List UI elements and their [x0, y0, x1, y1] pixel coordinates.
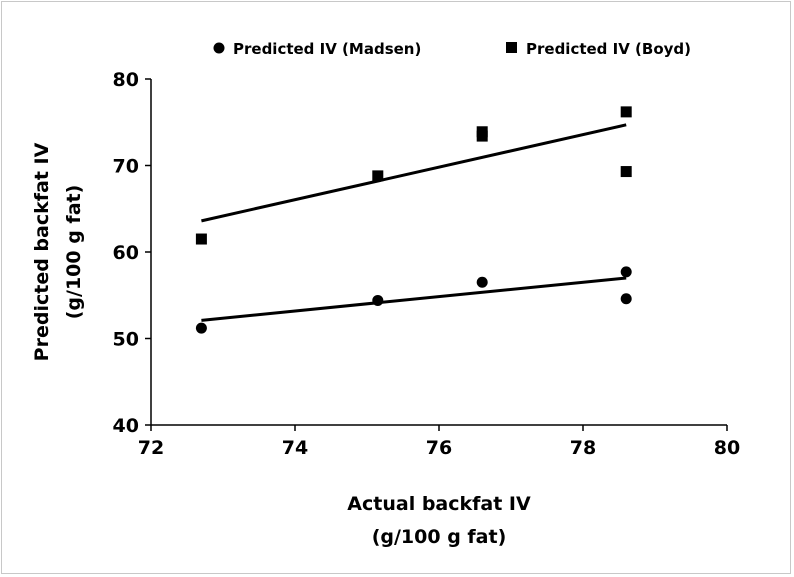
x-tick-label: 72	[138, 437, 164, 459]
x-tick-label: 74	[282, 437, 308, 459]
axes: 72 74 76 78 80 40 50 60 70 80	[113, 69, 741, 459]
data-point-square	[620, 106, 632, 118]
y-tick-label: 70	[113, 156, 139, 178]
x-tick-label: 78	[570, 437, 596, 459]
series-madsen	[195, 266, 632, 334]
legend-item-boyd: Predicted IV (Boyd)	[506, 40, 691, 58]
x-tick-label: 76	[426, 437, 452, 459]
y-axis-title-line1: Predicted backfat IV	[31, 142, 53, 361]
legend-item-madsen: Predicted IV (Madsen)	[213, 40, 421, 58]
series-boyd	[195, 106, 632, 245]
data-point-square	[372, 170, 384, 182]
data-point-circle	[620, 266, 632, 278]
y-tick-label: 80	[113, 69, 139, 91]
x-axis-title-line1: Actual backfat IV	[347, 493, 531, 515]
x-axis-title-line2: (g/100 g fat)	[372, 526, 507, 548]
data-point-circle	[476, 276, 488, 288]
y-ticks: 40 50 60 70 80	[113, 69, 151, 437]
data-point-circle	[195, 322, 207, 334]
data-point-circle	[372, 294, 384, 306]
legend-label-boyd: Predicted IV (Boyd)	[526, 40, 691, 58]
y-tick-label: 40	[113, 415, 139, 437]
trendline	[201, 123, 627, 223]
legend-marker-circle	[213, 42, 225, 54]
legend: Predicted IV (Madsen) Predicted IV (Boyd…	[213, 40, 691, 58]
trendline	[201, 276, 627, 322]
legend-label-madsen: Predicted IV (Madsen)	[233, 40, 421, 58]
data-point-square	[620, 166, 632, 178]
plot-area	[195, 106, 632, 334]
y-axis-title-line2: (g/100 g fat)	[63, 185, 85, 320]
data-point-square	[476, 130, 488, 142]
legend-marker-square	[506, 42, 517, 53]
x-tick-label: 80	[714, 437, 740, 459]
data-point-circle	[620, 293, 632, 305]
y-tick-label: 50	[113, 329, 139, 351]
data-point-square	[195, 233, 207, 245]
x-ticks: 72 74 76 78 80	[138, 425, 740, 459]
y-tick-label: 60	[113, 242, 139, 264]
